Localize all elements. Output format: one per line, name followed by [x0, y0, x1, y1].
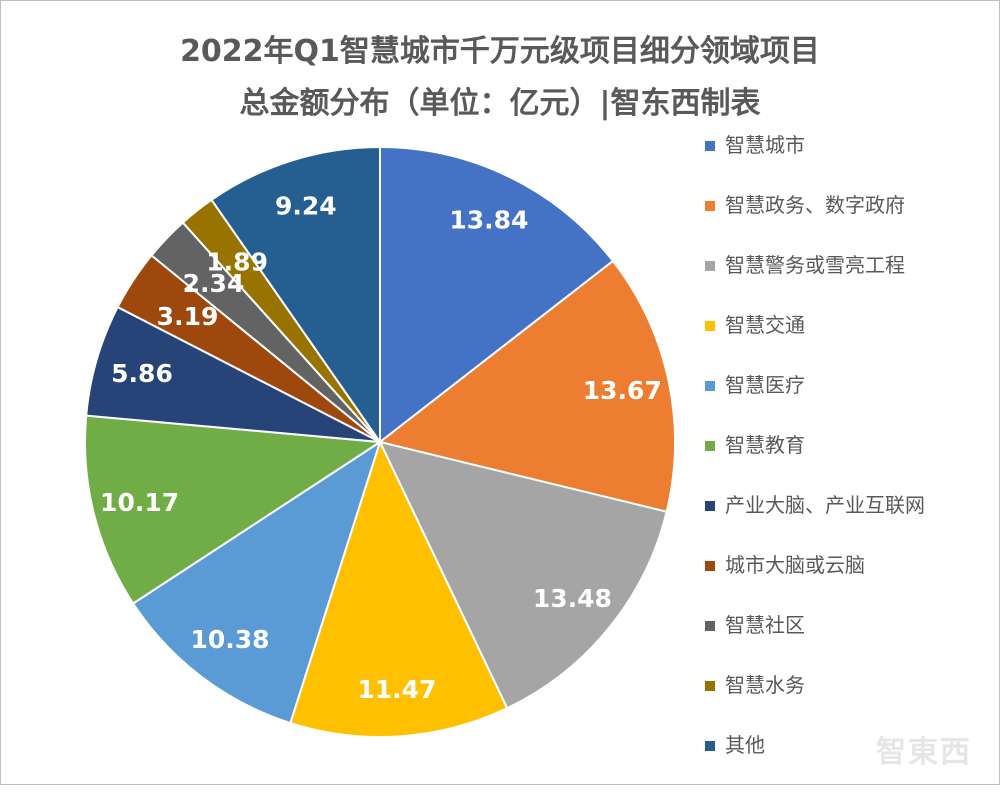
legend-item: 智慧交通 — [705, 313, 925, 373]
legend-item: 产业大脑、产业互联网 — [705, 493, 925, 553]
pie-slice — [84, 414, 383, 605]
data-label: 2.34 — [183, 269, 245, 298]
data-label: 5.86 — [111, 359, 173, 388]
legend-item: 城市大脑或云脑 — [705, 553, 925, 613]
legend-label: 智慧水务 — [725, 673, 805, 697]
legend-swatch — [705, 261, 715, 271]
legend-label: 智慧警务或雪亮工程 — [725, 253, 905, 277]
legend-item: 智慧水务 — [705, 673, 925, 733]
legend-swatch — [705, 681, 715, 691]
legend-label: 智慧交通 — [725, 313, 805, 337]
legend-item: 智慧教育 — [705, 433, 925, 493]
legend-item: 智慧政务、数字政府 — [705, 193, 925, 253]
pie-slice — [210, 145, 381, 446]
legend-swatch — [705, 621, 715, 631]
pie-slice — [378, 440, 668, 710]
legend-label: 产业大脑、产业互联网 — [725, 493, 925, 517]
pie-slice — [289, 439, 509, 738]
legend-swatch — [705, 141, 715, 151]
legend-item: 其他 — [705, 733, 925, 793]
legend-swatch — [705, 561, 715, 571]
data-label: 10.38 — [190, 625, 269, 654]
legend-label: 智慧教育 — [725, 433, 805, 457]
data-label: 3.19 — [157, 302, 219, 331]
legend-label: 城市大脑或云脑 — [725, 553, 865, 577]
data-label: 13.48 — [533, 584, 612, 613]
legend-item: 智慧警务或雪亮工程 — [705, 253, 925, 313]
legend-swatch — [705, 441, 715, 451]
pie-slice — [131, 439, 382, 725]
legend-item: 智慧医疗 — [705, 373, 925, 433]
data-label: 13.84 — [449, 205, 528, 234]
legend-item: 智慧社区 — [705, 613, 925, 673]
legend: 智慧城市智慧政务、数字政府 智慧警务或雪亮工程 智慧交通智慧医疗智慧教育产业大脑、产… — [705, 133, 925, 793]
legend-label: 智慧医疗 — [725, 373, 805, 397]
legend-label: 智慧社区 — [725, 613, 805, 637]
legend-swatch — [705, 501, 715, 511]
data-label: 1.89 — [206, 248, 268, 277]
legend-swatch — [705, 321, 715, 331]
pie-slice — [377, 259, 676, 513]
legend-item: 智慧城市 — [705, 133, 925, 193]
legend-swatch — [705, 201, 715, 211]
legend-label: 其他 — [725, 733, 765, 757]
data-label: 9.24 — [275, 192, 337, 221]
legend-swatch — [705, 381, 715, 391]
watermark-logo: 智東西 — [876, 735, 972, 770]
chart-title-line-2: 总金额分布（单位：亿元）|智东西制表 — [239, 86, 761, 121]
chart-title-line-1: 2022年Q1智慧城市千万元级项目细分领域项目 — [180, 34, 820, 69]
legend-swatch — [705, 741, 715, 751]
legend-label: 智慧城市 — [725, 133, 805, 157]
data-label: 13.67 — [583, 376, 662, 405]
legend-label: 智慧政务、数字政府 — [725, 193, 905, 217]
data-label: 10.17 — [100, 488, 179, 517]
data-label: 11.47 — [357, 675, 436, 704]
pie-slice — [379, 145, 615, 445]
